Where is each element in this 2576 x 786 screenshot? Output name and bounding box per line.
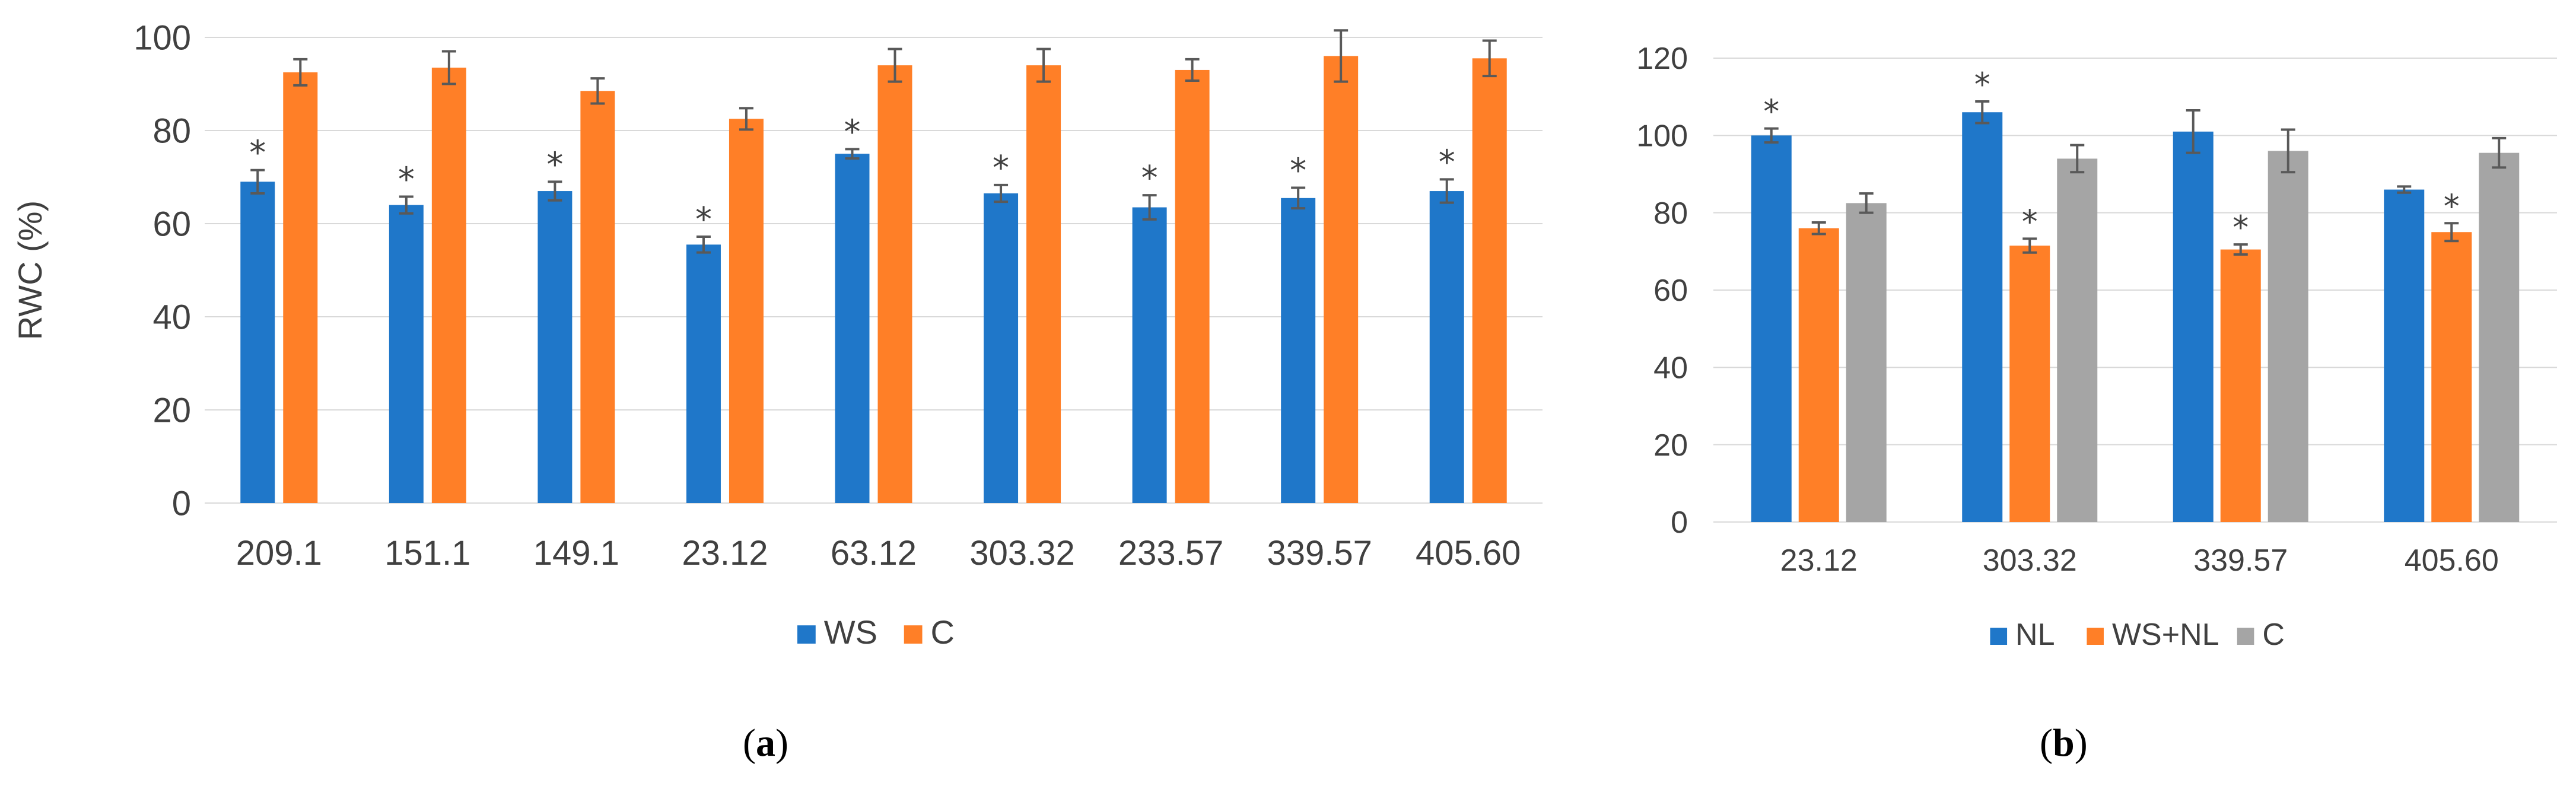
chart-b-xtick-label: 23.12 <box>1780 543 1858 578</box>
chart-a-significance-marker: * <box>844 113 861 151</box>
panel-label-a-close: ) <box>775 721 788 765</box>
chart-b-bar <box>2220 249 2261 522</box>
chart-b-legend-swatch <box>2087 628 2104 645</box>
chart-b-ytick-label: 40 <box>1653 351 1688 386</box>
chart-a-bar <box>1175 69 1210 503</box>
chart-a-xtick-label: 149.1 <box>533 534 619 572</box>
chart-a-ytick-label: 80 <box>152 112 191 150</box>
chart-a-ylabel: RWC (%) <box>11 201 49 340</box>
chart-a-legend-swatch <box>797 625 816 644</box>
chart-a-xtick-label: 303.32 <box>969 534 1074 572</box>
chart-a-ytick-label: 0 <box>172 484 191 523</box>
chart-b-bar <box>1798 228 1839 522</box>
chart-a-ytick-label: 60 <box>152 205 191 243</box>
chart-a-bar <box>1132 207 1167 503</box>
chart-b-legend-swatch <box>1990 628 2008 645</box>
chart-b-bar <box>1962 112 2003 522</box>
chart-a-legend-swatch <box>904 625 923 644</box>
chart-b-ytick-label: 80 <box>1653 196 1688 231</box>
chart-b-bar <box>2479 152 2520 522</box>
chart-b-ytick-label: 60 <box>1653 273 1688 308</box>
chart-a-bar <box>283 72 318 503</box>
panel-label-a-open: ( <box>743 721 756 765</box>
chart-a-ytick-label: 100 <box>133 18 191 57</box>
chart-b-significance-marker: * <box>2444 187 2460 225</box>
chart-b-legend-label: NL <box>2015 618 2055 652</box>
chart-a-bar <box>984 193 1019 504</box>
chart-b-legend-label: C <box>2262 618 2285 652</box>
chart-a-bar <box>580 91 615 503</box>
chart-b-svg: 0 20 40 60 80 100 120 * 23.12 * * 303.32 * 339.57 * 405… <box>1636 42 2557 652</box>
chart-b-bar <box>2267 151 2308 522</box>
chart-b-legend-label: WS+NL <box>2112 618 2219 652</box>
chart-a-bar <box>1281 198 1316 503</box>
chart-b-xtick-label: 339.57 <box>2193 543 2288 578</box>
chart-a-significance-marker: * <box>1439 143 1455 182</box>
panel-label-b: (b) <box>2040 721 2088 766</box>
chart-b-significance-marker: * <box>2022 203 2038 240</box>
chart-b-bar <box>1846 203 1887 522</box>
chart-a-significance-marker: * <box>1141 159 1158 198</box>
chart-a-significance-marker: * <box>546 145 563 184</box>
chart-a-xtick-label: 63.12 <box>831 534 917 572</box>
chart-a-xtick-label: 405.60 <box>1416 534 1521 572</box>
chart-a-bar <box>1472 58 1507 503</box>
panel-label-a-letter: a <box>755 721 775 765</box>
chart-a-bar <box>835 154 870 503</box>
chart-a-significance-marker: * <box>695 201 712 239</box>
chart-a-svg: 0 20 40 60 80 100 RWC (%) * 209.1 * 151.1 * 149.1 * 23… <box>11 18 1543 651</box>
chart-a-significance-marker: * <box>1290 152 1306 190</box>
chart-b-ytick-label: 100 <box>1636 119 1688 154</box>
panel-label-b-open: ( <box>2040 721 2053 765</box>
chart-a-bar <box>1429 191 1464 503</box>
chart-a-bar <box>1324 56 1359 503</box>
chart-a-bar <box>389 205 424 503</box>
chart-panel-a: 0 20 40 60 80 100 RWC (%) * 209.1 * 151.1 * 149.1 * 23… <box>11 18 1543 766</box>
chart-a-bar <box>431 68 466 503</box>
chart-a-xtick-label: 209.1 <box>236 534 322 572</box>
chart-b-ytick-label: 0 <box>1671 505 1688 540</box>
chart-b-bar <box>2173 131 2214 523</box>
chart-a-xtick-label: 23.12 <box>682 534 768 572</box>
chart-a-significance-marker: * <box>398 160 415 199</box>
chart-a-bar <box>877 65 912 504</box>
panel-label-a: (a) <box>743 721 788 766</box>
chart-a-bar <box>538 191 573 503</box>
chart-a-bar <box>1026 65 1061 504</box>
chart-panel-b: 0 20 40 60 80 100 120 * 23.12 * * 303.32 * 339.57 * 405… <box>1554 0 2576 786</box>
chart-a-bar <box>240 182 275 504</box>
chart-a-xtick-label: 339.57 <box>1267 534 1372 572</box>
chart-b-bar <box>2431 232 2472 522</box>
chart-b-xtick-label: 303.32 <box>1983 543 2077 578</box>
chart-a-significance-marker: * <box>249 134 266 173</box>
chart-b-ytick-label: 20 <box>1653 428 1688 463</box>
chart-b-bar <box>2384 189 2425 523</box>
chart-b-significance-marker: * <box>2232 209 2249 246</box>
chart-a-xtick-label: 151.1 <box>384 534 470 572</box>
chart-b-xtick-label: 405.60 <box>2405 543 2499 578</box>
chart-a-significance-marker: * <box>993 149 1009 187</box>
chart-b-significance-marker: * <box>1763 93 1779 131</box>
chart-a-legend-label: C <box>931 613 955 651</box>
chart-a-ytick-label: 20 <box>152 391 191 429</box>
chart-a-bar <box>729 119 764 503</box>
panel-label-b-close: ) <box>2074 721 2088 765</box>
chart-b-bar <box>1751 135 1792 523</box>
chart-a-bar <box>686 244 721 503</box>
chart-a-legend-label: WS <box>824 613 877 651</box>
panel-label-b-letter: b <box>2052 721 2075 765</box>
chart-b-ytick-label: 120 <box>1636 42 1688 76</box>
chart-b-bar <box>2057 158 2098 522</box>
chart-a-ytick-label: 40 <box>152 298 191 336</box>
chart-b-legend-swatch <box>2237 628 2254 645</box>
chart-b-significance-marker: * <box>1974 66 1990 103</box>
chart-a-xtick-label: 233.57 <box>1118 534 1223 572</box>
chart-b-bar <box>2009 246 2050 522</box>
